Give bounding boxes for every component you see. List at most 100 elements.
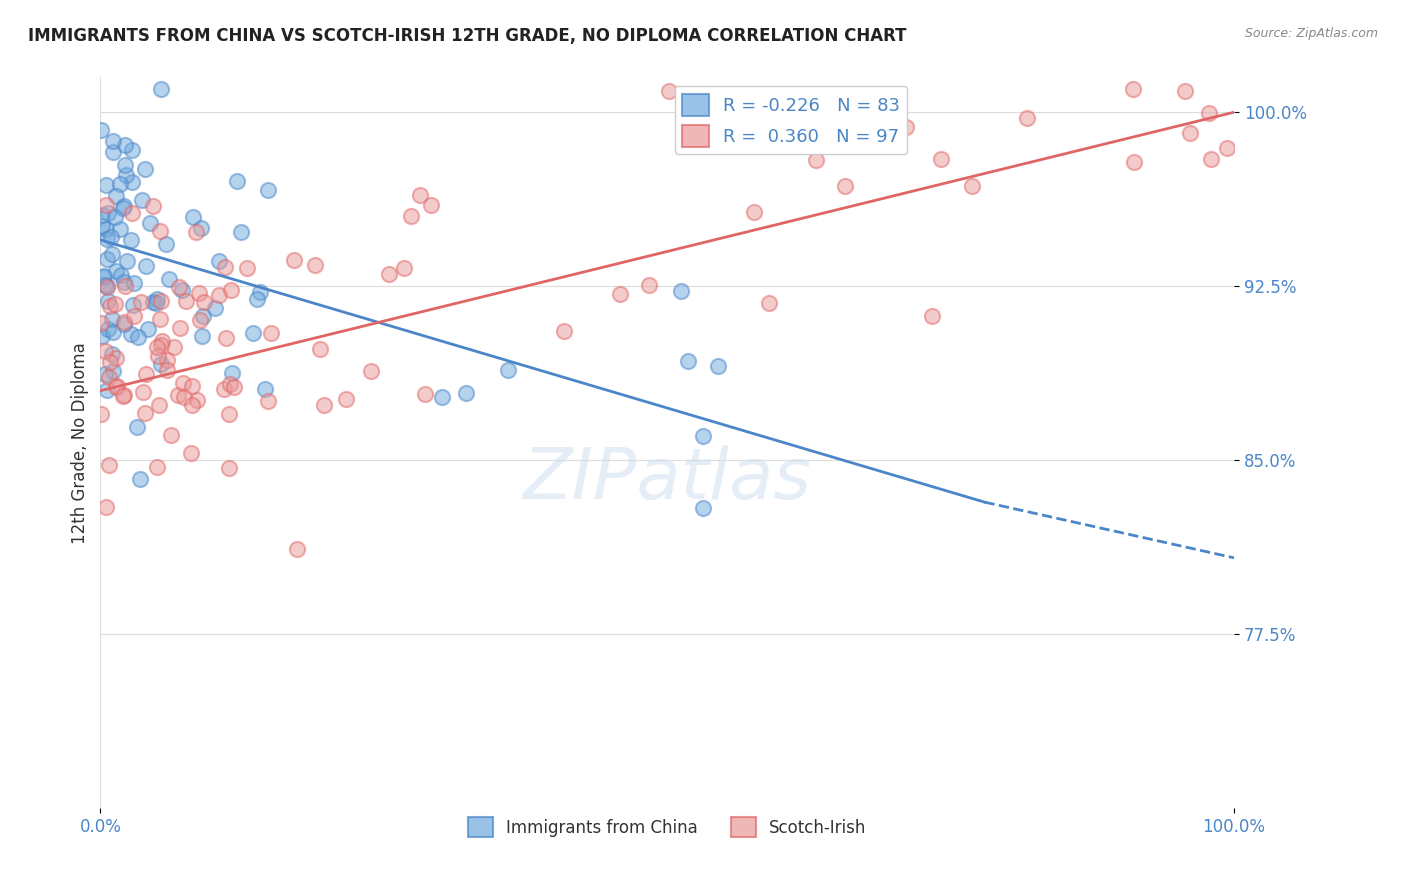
Point: [96, 383, 118, 397]
Point: [127, 330, 149, 344]
Point: [896, 120, 918, 134]
Point: [135, 367, 157, 381]
Point: [91, 270, 114, 285]
Point: [96, 500, 118, 515]
Text: Source: ZipAtlas.com: Source: ZipAtlas.com: [1244, 27, 1378, 40]
Point: [834, 178, 856, 193]
Point: [112, 388, 135, 402]
Point: [312, 398, 335, 412]
Point: [150, 334, 173, 348]
Point: [93, 269, 115, 284]
Point: [114, 279, 136, 293]
Point: [112, 275, 135, 289]
Point: [669, 284, 692, 298]
Point: [104, 189, 127, 203]
Point: [1180, 126, 1202, 140]
Point: [145, 292, 167, 306]
Point: [208, 253, 231, 268]
Point: [97, 369, 120, 384]
Point: [420, 198, 443, 212]
Point: [190, 220, 212, 235]
Point: [170, 283, 193, 297]
Point: [120, 326, 142, 341]
Point: [246, 293, 269, 307]
Point: [413, 387, 436, 401]
Point: [212, 383, 235, 397]
Point: [131, 193, 153, 207]
Point: [121, 143, 143, 157]
Point: [114, 168, 136, 182]
Point: [191, 329, 214, 343]
Point: [157, 271, 180, 285]
Point: [308, 342, 330, 356]
Point: [156, 353, 179, 368]
Point: [112, 199, 135, 213]
Point: [90, 123, 112, 137]
Point: [1174, 84, 1197, 98]
Point: [150, 293, 173, 308]
Point: [191, 310, 214, 324]
Point: [215, 331, 238, 345]
Point: [180, 446, 202, 460]
Point: [304, 258, 326, 272]
Point: [108, 177, 131, 191]
Point: [97, 293, 120, 308]
Point: [150, 357, 173, 371]
Point: [128, 472, 150, 486]
Point: [181, 210, 204, 224]
Point: [94, 222, 117, 236]
Point: [188, 313, 211, 327]
Point: [921, 309, 943, 323]
Point: [111, 388, 134, 402]
Point: [134, 405, 156, 419]
Point: [149, 224, 172, 238]
Point: [638, 277, 661, 292]
Point: [111, 201, 134, 215]
Point: [101, 145, 124, 159]
Point: [221, 366, 243, 380]
Point: [160, 428, 183, 442]
Point: [219, 376, 242, 391]
Point: [129, 294, 152, 309]
Point: [496, 363, 519, 377]
Point: [105, 378, 128, 392]
Point: [90, 316, 112, 330]
Point: [225, 174, 247, 188]
Point: [120, 233, 142, 247]
Point: [742, 205, 765, 219]
Point: [931, 152, 953, 166]
Point: [242, 326, 264, 341]
Point: [609, 286, 631, 301]
Point: [112, 315, 135, 329]
Point: [163, 339, 186, 353]
Point: [101, 347, 124, 361]
Point: [142, 199, 165, 213]
Point: [146, 460, 169, 475]
Point: [96, 232, 118, 246]
Point: [104, 211, 127, 225]
Point: [97, 458, 120, 473]
Point: [1123, 154, 1146, 169]
Point: [360, 364, 382, 378]
Point: [218, 407, 240, 421]
Point: [97, 322, 120, 336]
Point: [208, 288, 231, 302]
Point: [146, 340, 169, 354]
Point: [114, 138, 136, 153]
Point: [117, 254, 139, 268]
Point: [94, 368, 117, 382]
Point: [658, 84, 681, 98]
Point: [101, 246, 124, 260]
Point: [104, 297, 127, 311]
Point: [222, 380, 245, 394]
Point: [285, 541, 308, 556]
Point: [94, 198, 117, 212]
Point: [148, 349, 170, 363]
Text: ZIPatlas: ZIPatlas: [523, 445, 811, 514]
Point: [149, 312, 172, 326]
Point: [145, 295, 167, 310]
Point: [172, 376, 194, 390]
Point: [96, 279, 118, 293]
Point: [678, 354, 700, 368]
Point: [1199, 152, 1222, 166]
